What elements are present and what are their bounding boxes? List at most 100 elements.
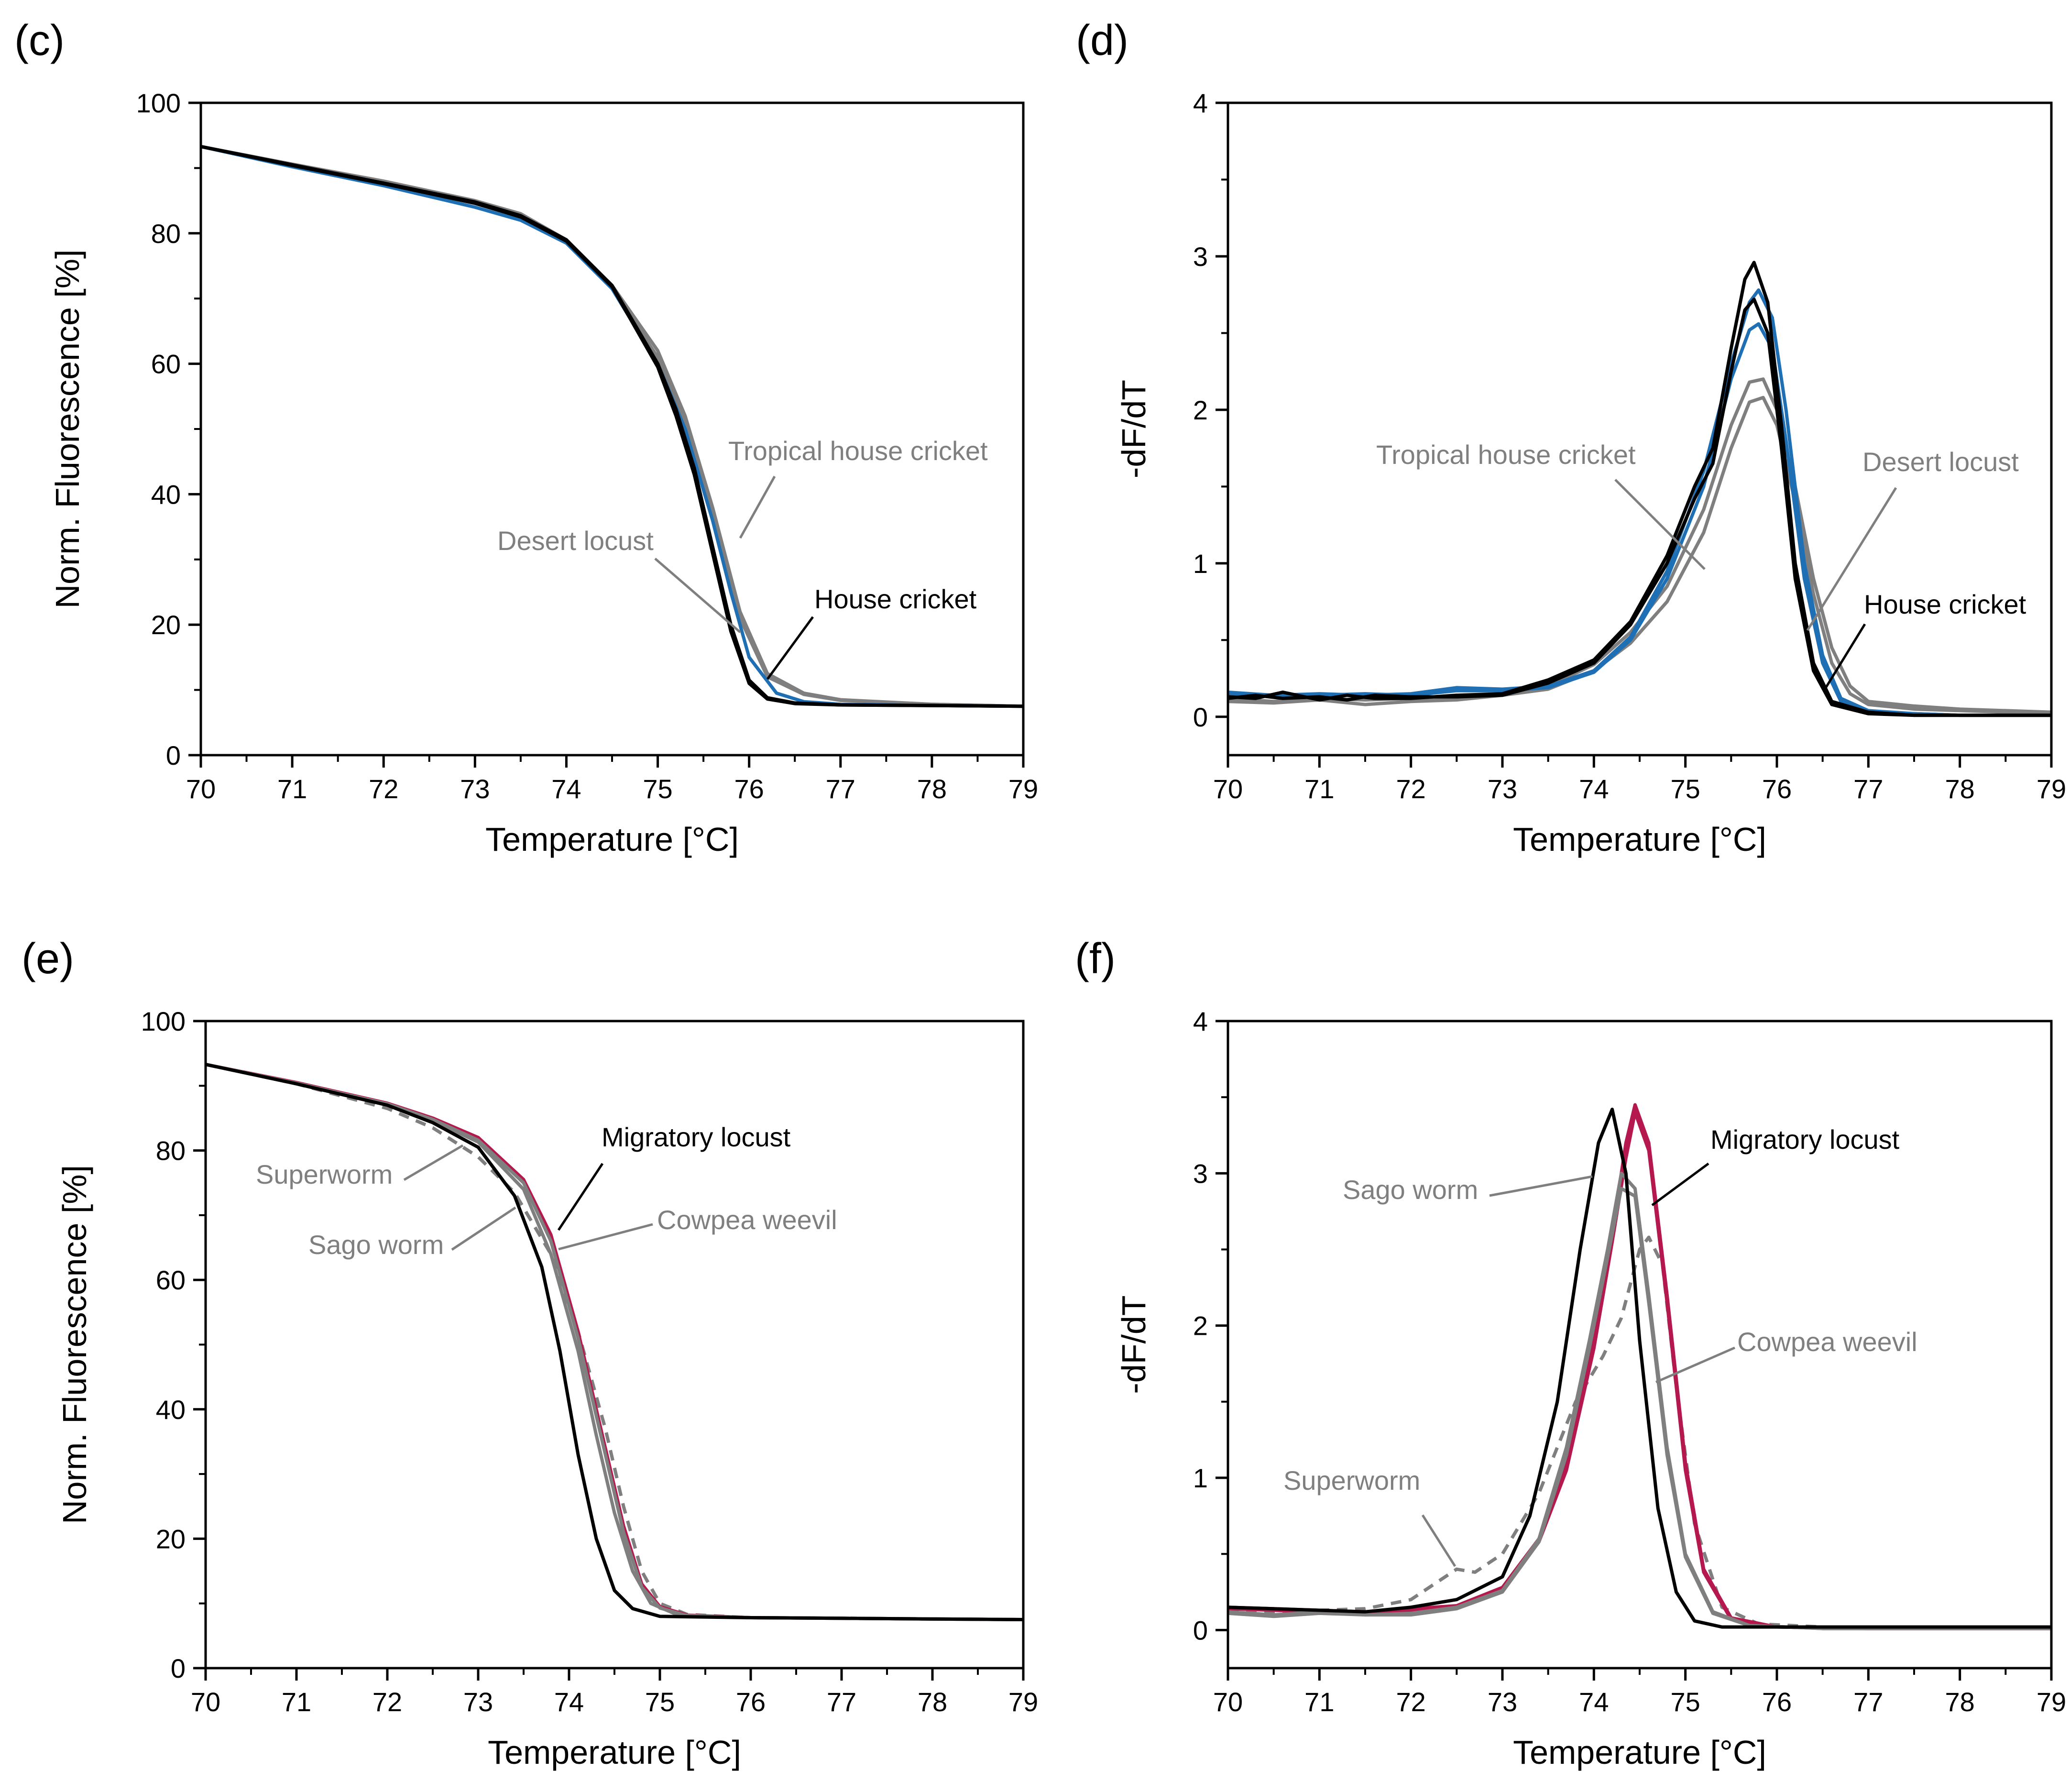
panel-c: (c) 70 71 72 73 74 75 76 77 78 79 0 20 40 60 80 100 Tempe… (14, 17, 1038, 858)
x-tick-label: 78 (917, 774, 947, 804)
y-tick-label: 40 (151, 479, 181, 509)
panel-d: (d) 70 71 72 73 74 75 76 77 78 79 0 1 2 3 4 Temperature … (1076, 17, 2066, 858)
annotation-label: Tropical house cricket (728, 436, 988, 466)
y-tick-label: 2 (1193, 1311, 1208, 1341)
y-tick-label: 60 (151, 349, 181, 379)
y-axis-title: Norm. Fluorescence [%] (56, 1165, 93, 1524)
series-line-2 (1228, 377, 2051, 714)
annotation-leader-line (1421, 1514, 1457, 1567)
x-tick-label: 70 (186, 774, 216, 804)
panel-letter: (e) (22, 935, 74, 983)
annotation-leader-line (558, 1223, 653, 1251)
annotation-label: Migratory locust (1710, 1124, 1900, 1154)
y-tick-label: 2 (1193, 395, 1208, 425)
annotation-label: Superworm (1283, 1465, 1420, 1495)
series-line-1 (1228, 396, 2051, 715)
x-tick-label: 78 (1945, 1687, 1975, 1717)
panel-e: (e) 70 71 72 73 74 75 76 77 78 79 0 20 40 60 80 100 Tempe… (22, 935, 1038, 1771)
x-tick-label: 79 (2037, 1687, 2066, 1717)
series-line-5 (1228, 261, 2051, 717)
x-tick-label: 73 (463, 1687, 493, 1717)
annotation-label: House cricket (814, 584, 977, 614)
x-tick-label: 72 (372, 1687, 402, 1717)
x-tick-label: 77 (1853, 774, 1883, 804)
x-tick-label: 79 (2037, 774, 2066, 804)
x-tick-label: 74 (1579, 774, 1609, 804)
y-tick-label: 0 (1193, 702, 1208, 732)
y-tick-label: 0 (1193, 1615, 1208, 1645)
annotation-label: Tropical house cricket (1376, 440, 1636, 470)
series-line-4 (1228, 322, 2051, 717)
annotation-label: Sago worm (1343, 1175, 1478, 1205)
x-tick-label: 76 (736, 1687, 766, 1717)
annotation-label: Sago worm (308, 1230, 444, 1260)
x-tick-label: 73 (460, 774, 490, 804)
x-tick-label: 74 (551, 774, 581, 804)
series-line-4 (201, 144, 1023, 708)
x-tick-label: 79 (1008, 1687, 1038, 1717)
annotation-label: Desert locust (497, 526, 654, 556)
series-line-5 (206, 1063, 1023, 1621)
annotation-label: Superworm (256, 1159, 393, 1189)
panel-letter: (f) (1075, 935, 1116, 983)
annotation-leader-line (1614, 479, 1706, 570)
series-group (1228, 261, 2051, 717)
annotation-leader-line (1824, 623, 1866, 690)
x-tick-label: 75 (1671, 774, 1700, 804)
plot-frame (204, 1020, 1025, 1670)
annotation-label: Desert locust (1862, 447, 2019, 477)
series-group (201, 144, 1023, 708)
x-tick-label: 75 (643, 774, 672, 804)
series-line-2 (201, 144, 1023, 708)
y-tick-label: 0 (171, 1653, 186, 1683)
plot-frame (1227, 101, 2053, 757)
y-axis-title: -dF/dT (1115, 380, 1152, 478)
annotation-leader-line (1806, 487, 1897, 631)
y-tick-label: 60 (156, 1265, 186, 1295)
annotation-leader-line (1655, 1346, 1735, 1384)
y-tick-label: 3 (1193, 242, 1208, 272)
plot-frame (199, 101, 1025, 757)
x-tick-label: 77 (826, 774, 855, 804)
x-tick-label: 70 (1213, 1687, 1243, 1717)
annotation-leader-line (766, 616, 814, 680)
panel-f: (f) 70 71 72 73 74 75 76 77 78 79 0 1 2 3 4 Temperature … (1075, 935, 2066, 1771)
x-tick-label: 71 (1304, 1687, 1334, 1717)
y-tick-label: 20 (151, 610, 181, 640)
series-group (1228, 1103, 2051, 1630)
x-tick-label: 75 (1671, 1687, 1700, 1717)
x-tick-label: 76 (1762, 1687, 1792, 1717)
x-tick-label: 74 (1579, 1687, 1609, 1717)
y-tick-label: 20 (156, 1524, 186, 1554)
y-tick-label: 80 (156, 1136, 186, 1166)
x-axis-title: Temperature [°C] (485, 821, 739, 858)
y-tick-label: 100 (141, 1006, 186, 1036)
y-tick-label: 4 (1193, 1006, 1208, 1036)
y-tick-label: 1 (1193, 549, 1208, 579)
annotation-leader-line (451, 1206, 516, 1251)
x-tick-label: 73 (1488, 1687, 1517, 1717)
x-tick-label: 70 (1213, 774, 1243, 804)
series-line-6 (1228, 1108, 2051, 1629)
x-tick-label: 70 (191, 1687, 220, 1717)
series-line-3 (201, 144, 1023, 708)
series-line-1 (201, 144, 1023, 708)
y-tick-label: 3 (1193, 1158, 1208, 1188)
annotation-leader-line (403, 1144, 464, 1181)
x-tick-label: 71 (1304, 774, 1334, 804)
x-tick-label: 71 (282, 1687, 311, 1717)
panel-letter: (c) (14, 17, 65, 65)
y-tick-label: 1 (1193, 1463, 1208, 1493)
x-tick-label: 72 (1396, 774, 1426, 804)
x-tick-label: 78 (918, 1687, 947, 1717)
annotation-label: Cowpea weevil (657, 1205, 837, 1235)
annotation-label: Cowpea weevil (1737, 1327, 1917, 1357)
y-tick-label: 80 (151, 219, 181, 249)
x-axis-title: Temperature [°C] (1513, 821, 1766, 858)
x-axis-title: Temperature [°C] (1513, 1734, 1766, 1771)
x-tick-label: 72 (1396, 1687, 1426, 1717)
x-tick-label: 77 (827, 1687, 856, 1717)
x-tick-label: 71 (277, 774, 307, 804)
series-line-6 (1228, 297, 2051, 717)
x-tick-label: 77 (1853, 1687, 1883, 1717)
